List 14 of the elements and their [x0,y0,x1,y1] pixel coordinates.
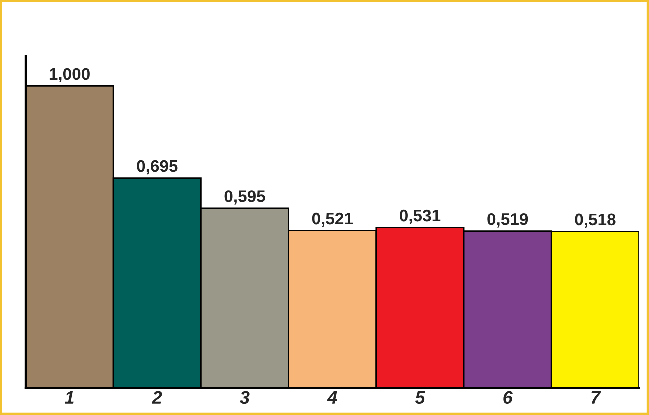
x-tick-label: 4 [327,391,338,404]
data-label: 0,521 [312,212,354,228]
data-label: 0,695 [137,160,178,175]
x-tick-label: 7 [592,391,602,404]
data-label: 0,519 [488,214,528,228]
x-tick-label: 2 [152,391,162,404]
data-label: 0,595 [224,190,266,205]
x-tick-label: 5 [415,391,426,404]
data-label: 1,000 [50,68,90,83]
x-tick-label: 3 [240,391,250,404]
data-label: 0,531 [400,210,441,224]
x-tick-label: 6 [504,391,513,404]
x-tick-label: 1 [65,391,74,404]
data-label: 0,518 [575,214,616,228]
